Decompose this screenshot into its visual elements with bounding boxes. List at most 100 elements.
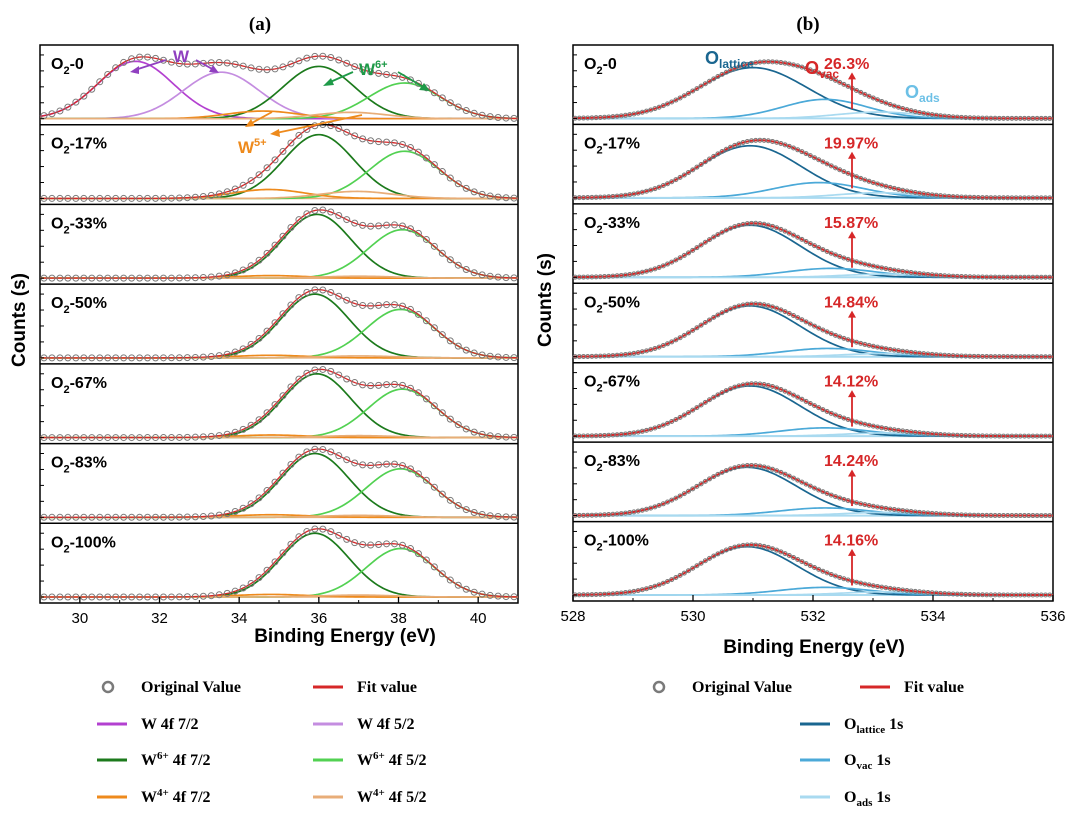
original-point bbox=[841, 335, 847, 341]
x-tick-label: 32 bbox=[151, 610, 168, 627]
original-point bbox=[786, 390, 792, 396]
original-point bbox=[311, 525, 319, 533]
original-point bbox=[191, 60, 199, 68]
original-point bbox=[271, 478, 279, 486]
original-point bbox=[422, 395, 430, 403]
original-point bbox=[502, 593, 510, 601]
subpanel-7 bbox=[40, 525, 519, 601]
original-point bbox=[207, 512, 215, 520]
original-point bbox=[803, 65, 809, 71]
original-point bbox=[791, 392, 796, 398]
original-point bbox=[778, 386, 784, 392]
original-point bbox=[478, 351, 486, 359]
original-point bbox=[327, 367, 335, 375]
original-point bbox=[327, 528, 335, 536]
original-point bbox=[841, 496, 847, 502]
original-point bbox=[295, 294, 303, 302]
original-point bbox=[478, 430, 486, 438]
original-point bbox=[833, 165, 838, 171]
original-point bbox=[391, 301, 399, 309]
original-point bbox=[438, 409, 446, 417]
original-point bbox=[279, 63, 287, 71]
original-point bbox=[144, 513, 152, 521]
original-point bbox=[677, 493, 683, 499]
original-point bbox=[486, 272, 494, 280]
original-point bbox=[816, 487, 822, 493]
original-point bbox=[711, 553, 717, 559]
original-point bbox=[80, 274, 88, 282]
original-point bbox=[351, 459, 359, 467]
original-point bbox=[88, 354, 96, 362]
o-ads-label: Oads bbox=[905, 82, 940, 105]
original-point bbox=[104, 354, 112, 362]
x-tick-label: 532 bbox=[800, 608, 825, 625]
original-point bbox=[207, 432, 215, 440]
original-point bbox=[702, 399, 708, 405]
original-point bbox=[295, 216, 303, 224]
original-point bbox=[414, 470, 422, 478]
original-point bbox=[343, 59, 351, 67]
percent-arrowhead bbox=[848, 310, 856, 318]
original-point bbox=[837, 495, 843, 501]
original-point bbox=[478, 271, 486, 279]
original-point bbox=[652, 106, 658, 112]
percent-arrowhead bbox=[848, 390, 856, 398]
original-point bbox=[279, 392, 287, 400]
original-point bbox=[351, 63, 359, 71]
original-point bbox=[359, 135, 367, 143]
original-point bbox=[367, 382, 375, 390]
original-point bbox=[128, 513, 136, 521]
original-point bbox=[311, 366, 319, 374]
original-point bbox=[510, 114, 518, 122]
original-point bbox=[199, 433, 207, 441]
original-point bbox=[375, 138, 383, 146]
vacancy-percent-label: 14.24% bbox=[824, 453, 878, 470]
original-point bbox=[144, 274, 152, 282]
original-point bbox=[287, 540, 295, 548]
original-point bbox=[295, 533, 303, 541]
original-point bbox=[446, 576, 454, 584]
legend-label: W4+ 4f 5/2 bbox=[357, 787, 427, 806]
original-point bbox=[383, 540, 391, 548]
panel-a-chart: 30 32 34 36 38 40 O2-0 O2-17% O2-33% O2-50% O2-67… bbox=[39, 44, 519, 627]
original-point bbox=[279, 232, 287, 240]
original-point bbox=[723, 468, 729, 474]
original-point bbox=[199, 353, 207, 361]
original-point bbox=[502, 194, 510, 202]
percent-arrowhead bbox=[848, 231, 856, 239]
original-point bbox=[406, 305, 414, 313]
original-point bbox=[870, 180, 876, 186]
original-point bbox=[88, 593, 96, 601]
original-point bbox=[648, 426, 654, 432]
original-point bbox=[295, 453, 303, 461]
original-point bbox=[88, 513, 96, 521]
legend-entry-w_5_2: W 4f 5/2 bbox=[313, 716, 414, 733]
original-point bbox=[335, 371, 343, 379]
original-point bbox=[159, 194, 167, 202]
original-point bbox=[446, 256, 454, 264]
original-point bbox=[88, 194, 96, 202]
original-point bbox=[707, 237, 712, 243]
original-point bbox=[648, 505, 654, 511]
original-point bbox=[728, 545, 733, 551]
sample-label: O2-33% bbox=[51, 215, 107, 236]
original-point bbox=[48, 194, 56, 202]
original-point bbox=[665, 261, 670, 267]
original-point bbox=[255, 334, 263, 342]
w5-arrowhead-right bbox=[270, 129, 280, 137]
original-point bbox=[391, 72, 399, 80]
original-point bbox=[816, 325, 822, 331]
original-point bbox=[327, 53, 335, 61]
original-point bbox=[454, 581, 462, 589]
original-point bbox=[152, 434, 160, 442]
legend-a: Original Value Fit value W 4f 7/2 W 4f 5/2 W… bbox=[97, 679, 427, 806]
original-point bbox=[669, 419, 675, 425]
original-point bbox=[841, 255, 847, 261]
original-point bbox=[56, 274, 64, 282]
original-point bbox=[803, 398, 809, 404]
original-point bbox=[828, 410, 834, 416]
original-point bbox=[862, 91, 868, 97]
original-point bbox=[263, 327, 271, 335]
original-point bbox=[112, 513, 120, 521]
original-point bbox=[732, 224, 738, 230]
